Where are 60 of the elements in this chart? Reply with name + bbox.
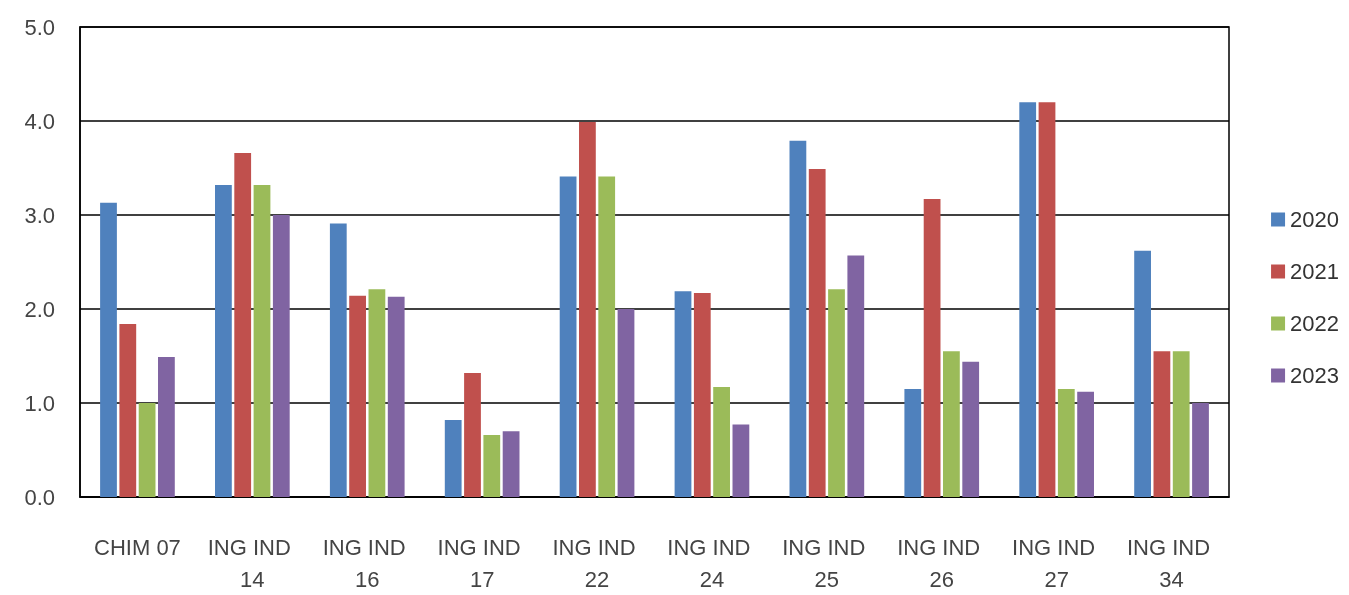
y-tick-label: 1.0 <box>24 390 55 416</box>
x-tick-label: CHIM 07 <box>94 534 181 560</box>
bar <box>808 168 826 497</box>
bar <box>1172 351 1190 497</box>
bar <box>158 356 175 497</box>
bar <box>329 223 347 497</box>
bar <box>100 202 117 497</box>
x-tick-label: ING IND 25 <box>782 534 872 592</box>
bar <box>674 291 692 497</box>
bar <box>368 289 386 497</box>
y-tick-label: 0.0 <box>24 484 55 510</box>
bar <box>1077 391 1094 497</box>
legend-label: 2023 <box>1290 363 1340 388</box>
bar <box>789 140 807 497</box>
bar <box>713 387 730 497</box>
bar <box>215 184 232 497</box>
bar <box>483 434 501 497</box>
bar <box>904 388 922 497</box>
y-tick-label: 4.0 <box>24 108 55 134</box>
x-tick-label: ING IND 22 <box>552 534 642 592</box>
bar <box>1153 351 1171 497</box>
bar <box>387 296 405 497</box>
bar <box>923 199 941 497</box>
y-tick-label: 5.0 <box>24 14 55 40</box>
bar <box>1019 102 1037 497</box>
bar <box>138 403 156 497</box>
bar <box>732 424 750 497</box>
bar <box>464 372 481 497</box>
bar <box>847 255 865 497</box>
bar <box>1134 250 1151 497</box>
legend-label: 2021 <box>1290 259 1340 284</box>
bar <box>828 289 845 497</box>
bar <box>693 293 711 497</box>
x-tick-label: ING IND 34 <box>1126 534 1217 592</box>
legend-label: 2022 <box>1290 311 1340 336</box>
x-tick-label: ING IND 14 <box>207 534 297 592</box>
x-tick-label: ING IND 24 <box>667 534 757 592</box>
bar <box>253 184 271 497</box>
bar <box>962 361 980 497</box>
bar <box>617 309 635 497</box>
y-tick-label: 3.0 <box>24 202 55 228</box>
bar <box>119 324 137 497</box>
legend-label: 2020 <box>1290 207 1340 232</box>
bar <box>444 419 462 497</box>
bar <box>1038 102 1056 497</box>
bar <box>502 431 520 497</box>
bar <box>349 295 366 497</box>
bar <box>579 121 596 497</box>
bar <box>943 351 960 497</box>
x-tick-label: ING IND 27 <box>1012 534 1102 592</box>
bar <box>559 176 577 497</box>
bar <box>234 152 252 497</box>
bar <box>1057 388 1075 497</box>
x-tick-label: ING IND 16 <box>322 534 412 592</box>
y-tick-label: 2.0 <box>24 296 55 322</box>
bar <box>598 176 616 497</box>
bar <box>1192 403 1209 497</box>
bar <box>272 215 290 497</box>
x-tick-label: ING IND 26 <box>897 534 987 592</box>
x-tick-label: ING IND 17 <box>437 534 527 592</box>
